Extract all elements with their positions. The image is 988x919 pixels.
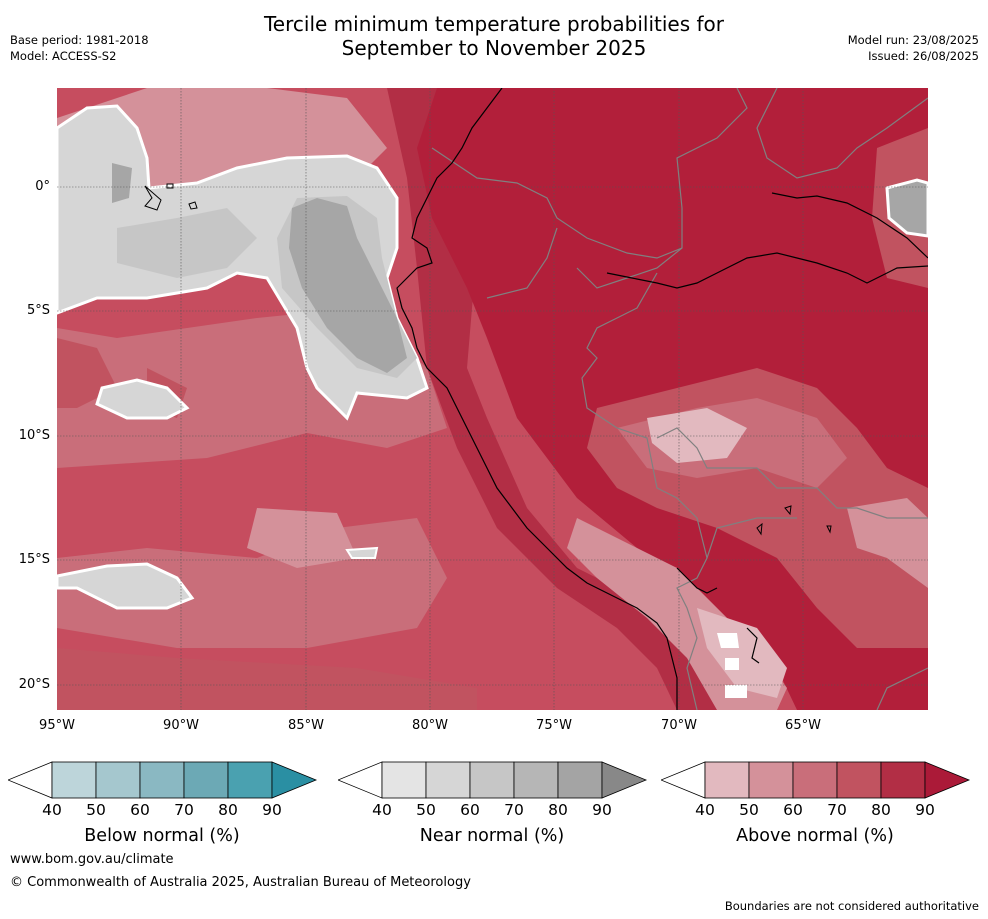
colorbar-below-tick: 70 — [174, 801, 194, 819]
colorbar-below-normal — [8, 761, 318, 799]
lon-label-85w: 85°W — [288, 718, 324, 733]
graticule — [57, 88, 928, 710]
colorbar-below-tick: 90 — [262, 801, 282, 819]
lat-label-5s: 5°S — [26, 303, 50, 318]
colorbar-near-low-extension — [338, 761, 383, 799]
lon-label-90w: 90°W — [163, 718, 199, 733]
chart-title: Tercile minimum temperature probabilitie… — [0, 12, 988, 60]
colorbar-near-segment — [381, 761, 427, 799]
colorbar-near-normal — [338, 761, 648, 799]
ocean-patch-pink — [247, 508, 357, 568]
colorbar-below-segment — [227, 761, 273, 799]
lat-label-15s: 15°S — [18, 552, 50, 567]
colorbar-near-segment — [425, 761, 471, 799]
colorbar-below-segment — [95, 761, 141, 799]
coastline — [396, 88, 928, 710]
meta-left: Base period: 1981-2018 Model: ACCESS-S2 — [10, 32, 149, 64]
meta-right: Model run: 23/08/2025 Issued: 26/08/2025 — [848, 32, 979, 64]
issued-date: Issued: 26/08/2025 — [868, 49, 979, 63]
land-patch-pale — [647, 408, 747, 463]
model-run: Model run: 23/08/2025 — [847, 33, 979, 47]
white-patch-1 — [717, 633, 739, 648]
lon-label-95w: 95°W — [39, 718, 75, 733]
colorbar-above-high-extension — [924, 761, 971, 799]
model-name: Model: ACCESS-S2 — [10, 49, 117, 63]
colorbar-below-tick: 40 — [42, 801, 62, 819]
footer-copyright: © Commonwealth of Australia 2025, Austra… — [10, 875, 471, 890]
colorbar-above-segment — [748, 761, 794, 799]
colorbar-below-tick: 60 — [130, 801, 150, 819]
white-patch-2 — [725, 658, 739, 670]
colorbar-title-below: Below normal (%) — [84, 826, 240, 846]
lon-label-65w: 65°W — [785, 718, 821, 733]
colorbar-above-tick: 60 — [783, 801, 803, 819]
colorbar-below-segment — [51, 761, 97, 799]
title-line-2: September to November 2025 — [341, 36, 647, 60]
colorbar-above-segment — [880, 761, 926, 799]
colorbar-below-tick: 80 — [218, 801, 238, 819]
white-patch-3 — [725, 685, 747, 698]
colorbar-above-segment — [836, 761, 882, 799]
lon-label-70w: 70°W — [661, 718, 697, 733]
colorbar-title-near: Near normal (%) — [419, 826, 565, 846]
land-patch-east — [847, 498, 928, 588]
galapagos-islands — [144, 183, 832, 536]
country-borders — [431, 88, 928, 710]
near-normal-patch-small — [345, 546, 379, 559]
colorbar-near-segment — [513, 761, 559, 799]
near-normal-core — [289, 198, 407, 373]
colorbar-above-tick: 90 — [915, 801, 935, 819]
colorbar-near-tick: 80 — [548, 801, 568, 819]
colorbar-near-tick: 60 — [460, 801, 480, 819]
colorbar-title-above: Above normal (%) — [736, 826, 894, 846]
colorbar-below-segment — [183, 761, 229, 799]
footer-url: www.bom.gov.au/climate — [10, 852, 174, 867]
lat-label-20s: 20°S — [18, 677, 50, 692]
near-normal-inner — [117, 208, 257, 278]
colorbar-above-tick: 40 — [695, 801, 715, 819]
colorbar-below-low-extension — [8, 761, 53, 799]
base-period: Base period: 1981-2018 — [10, 33, 149, 47]
colorbar-below-high-extension — [271, 761, 318, 799]
lat-label-0: 0° — [35, 179, 50, 194]
lat-label-10s: 10°S — [18, 428, 50, 443]
colorbar-above-tick: 80 — [871, 801, 891, 819]
colorbar-above-segment — [704, 761, 750, 799]
probability-map — [57, 88, 928, 710]
near-normal-core-west — [112, 163, 132, 203]
colorbar-near-tick: 90 — [592, 801, 612, 819]
near-normal-patch-south — [57, 562, 195, 610]
lon-label-80w: 80°W — [412, 718, 448, 733]
near-normal-patch-west — [95, 378, 190, 420]
near-normal-patch-east — [885, 178, 928, 238]
colorbar-above-low-extension — [661, 761, 706, 799]
colorbar-above-tick: 50 — [739, 801, 759, 819]
title-line-1: Tercile minimum temperature probabilitie… — [263, 12, 725, 36]
colorbar-above-tick: 70 — [827, 801, 847, 819]
colorbar-above-normal — [661, 761, 971, 799]
colorbar-near-tick: 40 — [372, 801, 392, 819]
colorbar-near-tick: 70 — [504, 801, 524, 819]
colorbar-below-tick: 50 — [86, 801, 106, 819]
colorbar-near-tick: 50 — [416, 801, 436, 819]
andes-pale-patch — [697, 608, 787, 698]
colorbar-below-segment — [139, 761, 185, 799]
colorbar-near-high-extension — [601, 761, 648, 799]
lon-label-75w: 75°W — [536, 718, 572, 733]
footer-note: Boundaries are not considered authoritat… — [724, 899, 979, 913]
colorbar-near-segment — [557, 761, 603, 799]
colorbar-near-segment — [469, 761, 515, 799]
colorbar-above-segment — [792, 761, 838, 799]
ocean-band-dark-south — [57, 648, 477, 710]
